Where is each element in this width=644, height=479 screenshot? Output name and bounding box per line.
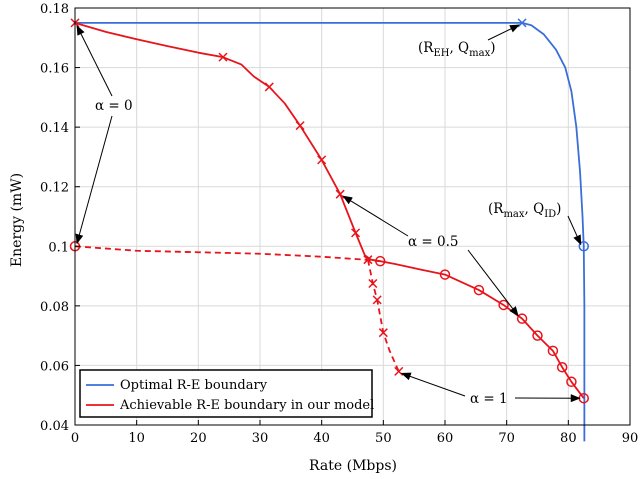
y-tick-label: 0.04 xyxy=(40,419,69,434)
x-marker xyxy=(394,366,404,376)
y-tick-label: 0.08 xyxy=(40,300,69,315)
y-tick-label: 0.18 xyxy=(40,2,69,17)
y-axis-label: Energy (mW) xyxy=(9,173,25,267)
annotation-arrow xyxy=(467,249,519,317)
y-tick-label: 0.06 xyxy=(40,359,69,374)
x-marker xyxy=(372,295,382,305)
series-line-0 xyxy=(75,21,586,442)
x-tick-label: 80 xyxy=(560,431,577,446)
x-tick-label: 10 xyxy=(128,431,145,446)
legend-label-achievable: Achievable R-E boundary in our model xyxy=(119,398,374,413)
series-line-1 xyxy=(74,22,585,399)
x-marker xyxy=(351,228,361,238)
circle-marker xyxy=(498,299,509,311)
circle-marker xyxy=(516,313,528,324)
x-tick-label: 50 xyxy=(375,431,392,446)
series-line-2 xyxy=(74,245,381,263)
annotation-arrow xyxy=(487,24,520,41)
x-marker xyxy=(368,278,378,289)
x-marker xyxy=(378,328,388,338)
annotation-arrow xyxy=(567,215,582,246)
annotation-alpha-05: α = 0.5 xyxy=(408,234,458,250)
y-tick-label: 0.14 xyxy=(40,121,69,136)
x-tick-label: 70 xyxy=(498,431,515,446)
series-group xyxy=(74,21,586,442)
x-marker xyxy=(218,52,228,62)
annotation-alpha-1: α = 1 xyxy=(470,391,508,407)
series-line-3 xyxy=(367,259,400,372)
x-tick-label: 0 xyxy=(71,431,79,446)
x-axis-label: Rate (Mbps) xyxy=(309,458,397,474)
annotation-alpha-0: α = 0 xyxy=(95,98,133,114)
x-tick-label: 40 xyxy=(313,431,330,446)
circle-marker xyxy=(578,241,589,252)
circle-marker xyxy=(439,269,451,280)
annotation-arrow xyxy=(76,24,113,97)
annotation-arrow xyxy=(342,195,409,237)
x-marker xyxy=(335,189,345,199)
legend: Optimal R-E boundary Achievable R-E boun… xyxy=(79,369,374,418)
x-marker xyxy=(264,82,274,92)
tick-labels: 0 10 20 30 40 50 60 70 80 90 0.04 0.06 0.08 0.1 0.12 0.… xyxy=(40,2,638,446)
annotation-arrow xyxy=(75,115,113,245)
x-tick-label: 20 xyxy=(190,431,207,446)
y-tick-label: 0.1 xyxy=(48,240,69,255)
circle-marker xyxy=(375,255,386,267)
x-marker xyxy=(363,255,373,265)
x-marker xyxy=(295,121,305,131)
y-tick-label: 0.12 xyxy=(40,181,69,196)
x-marker xyxy=(317,155,327,165)
plot-frame xyxy=(74,7,631,426)
annotation-rmax-qid: (Rmax, QID) xyxy=(488,201,561,220)
legend-label-optimal: Optimal R-E boundary xyxy=(120,378,268,393)
circle-marker xyxy=(547,345,559,357)
x-tick-label: 90 xyxy=(622,431,639,446)
annotations: (REH, Qmax) (Rmax, QID) α = 0 α = 0.5 α = 1 xyxy=(75,24,582,407)
circle-marker xyxy=(473,284,485,296)
y-tick-label: 0.16 xyxy=(40,62,69,77)
legend-box xyxy=(79,369,373,418)
annotation-arrow xyxy=(400,372,466,397)
annotation-reh-qmax: (REH, Qmax) xyxy=(418,40,496,59)
marker-group xyxy=(69,18,589,404)
circle-marker xyxy=(532,330,543,341)
circle-marker xyxy=(566,376,577,388)
circle-marker xyxy=(556,361,568,373)
x-tick-label: 30 xyxy=(252,431,269,446)
x-tick-label: 60 xyxy=(437,431,454,446)
axes xyxy=(74,7,631,426)
